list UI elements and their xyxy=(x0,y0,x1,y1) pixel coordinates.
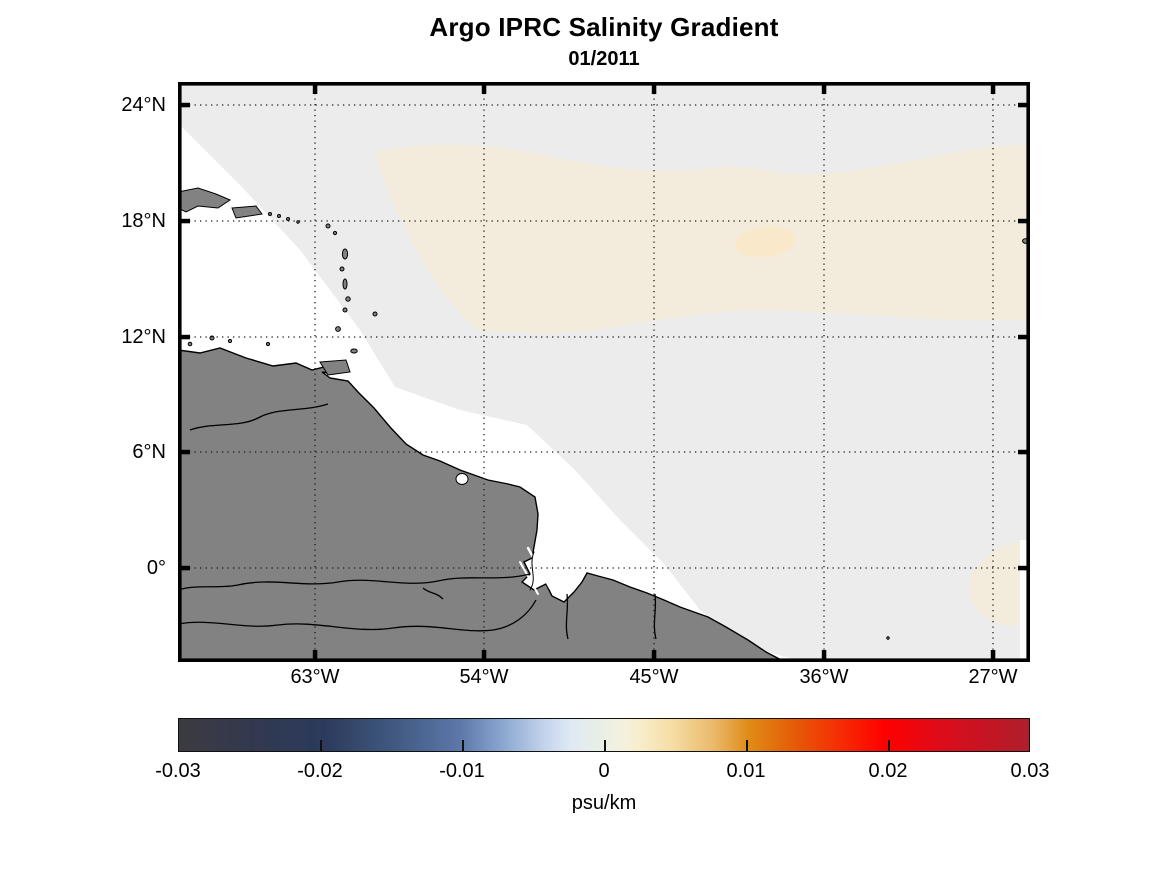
island-dominica xyxy=(339,266,345,272)
colorbar-tick-label: 0.03 xyxy=(1010,760,1050,782)
island-grenada xyxy=(335,326,341,332)
island-speck xyxy=(886,636,890,640)
colorbar-tick-label: -0.02 xyxy=(297,760,343,782)
colorbar-tick xyxy=(603,740,607,751)
lon-tick-label: 27°W xyxy=(968,666,1018,688)
islands xyxy=(178,187,1030,640)
salinity-patch-right-edge xyxy=(969,542,1020,626)
island-speck xyxy=(296,220,300,224)
island-st-vincent xyxy=(342,307,348,313)
amazon-delta-channels xyxy=(519,546,552,595)
colorbar-tick xyxy=(319,740,323,751)
island-barbados xyxy=(372,311,378,317)
island-antilles xyxy=(332,230,338,236)
island-abc xyxy=(187,341,193,347)
plot-subtitle: 01/2011 xyxy=(568,48,640,70)
colorbar-unit-label: psu/km xyxy=(571,792,637,814)
colorbar-tick-label: -0.01 xyxy=(439,760,485,782)
island-puerto-rico xyxy=(231,205,263,219)
island-abc xyxy=(227,338,233,344)
graticule xyxy=(178,82,1030,662)
colorbar-tick xyxy=(461,740,465,751)
island-antilles xyxy=(325,223,331,229)
river-amazon xyxy=(178,573,531,591)
colorbar-tick-label: 0.01 xyxy=(726,760,766,782)
island-speck xyxy=(268,212,272,216)
axis-ticks xyxy=(178,82,1030,662)
river-amazon-south-branch xyxy=(178,599,537,632)
island-trinidad xyxy=(319,359,351,376)
colorbar-gradient xyxy=(178,718,1030,752)
lon-tick-label: 63°W xyxy=(290,666,340,688)
lat-tick-label: 24°N xyxy=(121,94,166,116)
river-orinoco xyxy=(189,403,329,431)
colorbar-tick xyxy=(887,740,891,751)
island-tobago xyxy=(350,348,358,354)
map-canvas xyxy=(178,82,1030,662)
salinity-band-weak-positive xyxy=(374,144,1030,333)
lake xyxy=(455,473,469,485)
lon-tick-label: 45°W xyxy=(629,666,679,688)
river-small xyxy=(422,587,444,600)
island-speck xyxy=(265,341,271,347)
lat-tick-label: 6°N xyxy=(132,441,166,463)
salinity-spot-positive xyxy=(735,226,795,258)
island-speck xyxy=(286,217,290,221)
island-st-lucia xyxy=(345,296,351,302)
river-estuary-2 xyxy=(653,593,657,640)
colorbar-tick xyxy=(745,740,749,751)
colorbar-tick-label: 0 xyxy=(598,760,610,782)
colorbar-tick-label: 0.02 xyxy=(868,760,908,782)
lat-tick-label: 0° xyxy=(146,557,166,579)
lon-tick-label: 54°W xyxy=(459,666,509,688)
lat-tick-label: 12°N xyxy=(121,326,166,348)
island-guadeloupe xyxy=(341,248,349,260)
colorbar-tick-label: -0.03 xyxy=(155,760,201,782)
island-martinique xyxy=(342,278,348,290)
river-estuary-1 xyxy=(565,593,569,640)
lon-tick-label: 36°W xyxy=(799,666,849,688)
plot-title: Argo IPRC Salinity Gradient xyxy=(429,12,779,42)
map-frame xyxy=(178,82,1030,662)
island-speck xyxy=(277,214,281,218)
rivers xyxy=(178,403,657,640)
lat-tick-label: 18°N xyxy=(121,210,166,232)
